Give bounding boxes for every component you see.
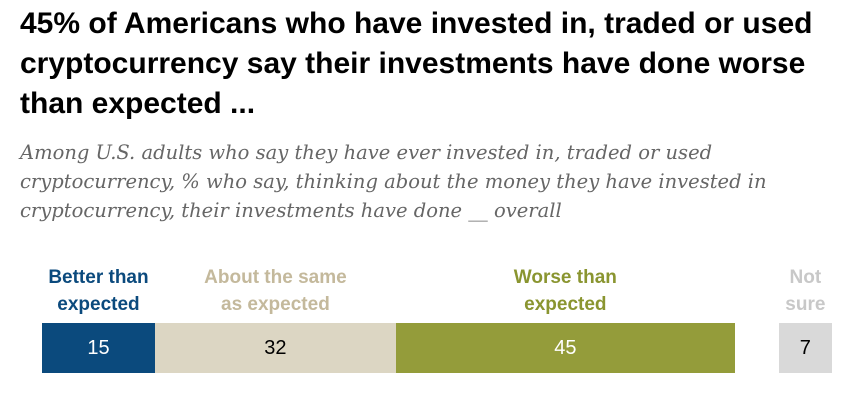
chart-subtitle: Among U.S. adults who say they have ever…	[20, 141, 767, 222]
bar-segment: 7	[779, 323, 832, 373]
data-label: 15	[87, 336, 110, 359]
bar-segment: 45	[395, 323, 735, 373]
category-label: Not sure	[785, 267, 826, 315]
data-label: 45	[554, 336, 577, 359]
category-label: About the same as expected	[204, 267, 347, 315]
category-label: Better than expected	[48, 267, 149, 315]
bar-segment: 15	[42, 323, 155, 373]
data-label: 32	[264, 336, 287, 359]
data-label: 7	[799, 336, 811, 359]
category-label: Worse than expected	[513, 267, 617, 315]
bar-segment: 32	[154, 323, 396, 373]
chart-title: 45% of Americans who have invested in, t…	[20, 7, 813, 120]
